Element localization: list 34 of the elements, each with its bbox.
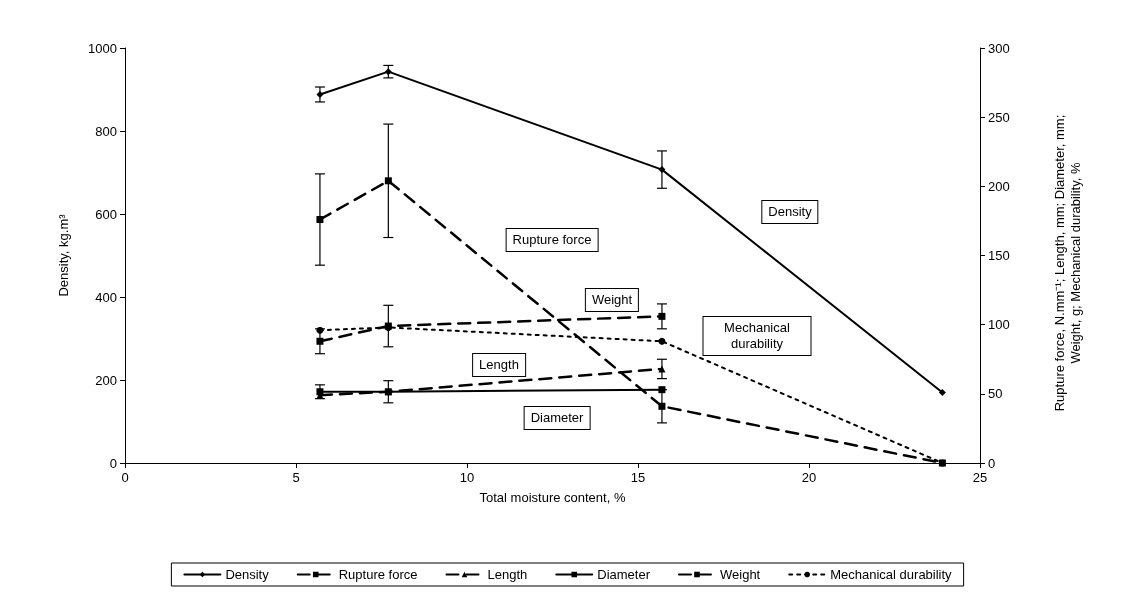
y2-tick-label: 50	[988, 386, 1003, 402]
x-tick-label: 10	[459, 470, 475, 485]
y2-axis-title: Rupture force, N.mm⁻¹; Length, mm; Diameter, mm; Weight, g; Mechanical durability, %	[1052, 113, 1084, 414]
legend-label: Rupture force	[338, 567, 418, 582]
x-tick-label: 20	[801, 470, 817, 485]
legend-label: Weight	[720, 567, 761, 582]
legend-label: Diameter	[597, 567, 651, 582]
legend-label: Length	[487, 567, 528, 582]
y-axis-title: Density, kg.m³	[56, 213, 71, 297]
y-tick-label: 600	[95, 206, 117, 222]
text-box: Density	[761, 200, 819, 224]
text-box: Weight	[584, 288, 640, 312]
y-tick-label: 200	[95, 372, 117, 388]
y-tick-label: 1000	[88, 40, 117, 56]
text-box: Mechanical durability	[702, 316, 812, 356]
text-box: Length	[472, 353, 526, 377]
y2-tick-label: 100	[988, 317, 1010, 333]
y2-tick-label: 250	[988, 109, 1010, 125]
y-tick-label: 400	[95, 289, 117, 305]
x-tick-label: 25	[972, 470, 988, 485]
y2-tick-label: 200	[988, 178, 1010, 194]
y-tick-label: 800	[95, 123, 117, 139]
text-box: Diameter	[523, 406, 591, 430]
legend-label: Density	[225, 567, 270, 582]
y-tick-label: 0	[109, 455, 117, 471]
x-axis-title: Total moisture content, %	[479, 490, 626, 505]
y2-tick-label: 0	[988, 455, 996, 471]
legend-label: Mechanical durability	[830, 567, 953, 582]
y2-tick-label: 300	[988, 40, 1010, 56]
x-tick-label: 5	[292, 470, 300, 485]
y2-tick-label: 150	[988, 248, 1010, 263]
x-tick-label: 0	[121, 470, 129, 485]
x-tick-label: 15	[630, 470, 646, 485]
text-box: Rupture force	[505, 228, 599, 252]
